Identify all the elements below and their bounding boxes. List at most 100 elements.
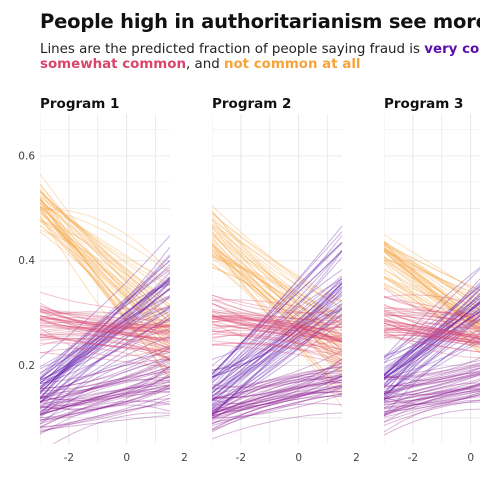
series-line (40, 325, 170, 341)
y-tick-label: 0.2 (18, 360, 35, 372)
series-line (212, 282, 342, 408)
series-line (212, 226, 342, 352)
series-line (40, 221, 170, 329)
series-line (212, 384, 342, 425)
series-line (40, 295, 170, 384)
series-line (212, 251, 342, 374)
series-line (384, 337, 480, 348)
series-line (212, 278, 342, 395)
series-line (212, 318, 342, 340)
series-line (212, 295, 342, 416)
series-line (40, 386, 170, 411)
series-line (40, 327, 170, 357)
series-line (40, 324, 170, 344)
series-line (40, 315, 170, 331)
y-tick-label: 0.4 (18, 255, 35, 267)
series-line (40, 398, 170, 425)
series-line (212, 234, 342, 330)
series-line (384, 257, 480, 333)
series-line (40, 208, 170, 352)
series-line (212, 315, 342, 343)
series-line (212, 302, 342, 402)
series-line (212, 294, 342, 314)
series-line (40, 385, 170, 408)
series-line (212, 299, 342, 397)
series-line (40, 400, 170, 428)
series-line (384, 255, 480, 315)
series-line (212, 362, 342, 400)
series-line (212, 316, 342, 342)
series-line (384, 364, 480, 390)
series-line (212, 263, 342, 395)
series-line (212, 205, 342, 310)
series-line (40, 287, 170, 388)
series-line (384, 359, 480, 380)
series-line (212, 227, 342, 340)
series-line (40, 203, 170, 287)
series-line (384, 378, 480, 400)
series-line (212, 314, 342, 329)
series-line (212, 333, 342, 357)
series-line (40, 308, 170, 384)
series-line (212, 232, 342, 347)
series-line (40, 246, 170, 368)
series-line (40, 384, 170, 410)
x-tick-label: 0 (467, 452, 474, 464)
series-line (384, 384, 480, 402)
series-line (212, 231, 342, 376)
series-line (40, 308, 170, 329)
series-line (384, 300, 480, 399)
series-line (40, 277, 170, 390)
series-line (40, 207, 170, 309)
series-line (212, 210, 342, 324)
series-line (212, 253, 342, 362)
series-line (212, 210, 342, 302)
series-line (40, 259, 170, 399)
series-line (40, 376, 170, 415)
series-line (40, 296, 170, 381)
series-line (212, 251, 342, 355)
series-line (384, 332, 480, 343)
series-line (40, 264, 170, 380)
series-line (212, 294, 342, 318)
series-line (40, 333, 170, 351)
series-line (212, 324, 342, 341)
series-line (40, 279, 170, 399)
series-line (384, 307, 480, 316)
series-line (40, 332, 170, 360)
series-line (212, 308, 342, 322)
series-line (212, 241, 342, 375)
series-line (384, 241, 480, 301)
series-line (212, 366, 342, 402)
series-line (212, 256, 342, 390)
x-tick-label: 2 (353, 452, 360, 464)
series-line (40, 381, 170, 415)
series-line (40, 307, 170, 329)
series-line (384, 382, 480, 409)
series-line (40, 373, 170, 421)
series-line (40, 231, 170, 354)
series-line (40, 199, 170, 323)
series-line (40, 306, 170, 399)
series-line (40, 205, 170, 350)
series-line (40, 393, 170, 429)
series-line (384, 248, 480, 314)
x-tick-label: 0 (295, 452, 302, 464)
series-line (384, 309, 480, 377)
series-line (384, 389, 480, 423)
series-line (40, 315, 170, 333)
series-line (40, 319, 170, 334)
series-line (212, 286, 342, 394)
series-line (212, 255, 342, 343)
series-line (212, 318, 342, 337)
series-line (384, 387, 480, 414)
series-line (384, 240, 480, 306)
series-line (40, 328, 170, 404)
series-line (40, 183, 170, 316)
series-line (384, 258, 480, 326)
series-line (384, 380, 480, 401)
series-line (212, 308, 342, 409)
series-line (384, 259, 480, 326)
series-line (212, 376, 342, 413)
series-line (212, 350, 342, 390)
